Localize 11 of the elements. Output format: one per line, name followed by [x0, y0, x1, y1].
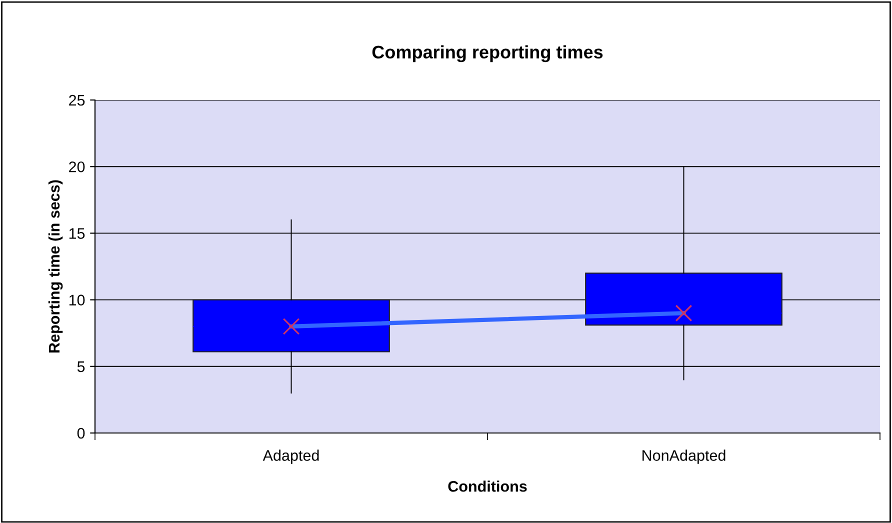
y-tick-label: 15 [69, 228, 85, 239]
y-tick-label: 25 [69, 94, 85, 106]
y-tick-label: 20 [69, 161, 85, 172]
y-tick-label: 5 [77, 361, 85, 372]
y-tick-label: 10 [69, 294, 85, 306]
x-axis-title: Conditions [448, 480, 527, 492]
chart-title: Comparing reporting times [372, 45, 603, 62]
x-tick-label: Adapted [262, 450, 319, 464]
y-tick-label: 0 [77, 428, 85, 439]
x-tick-label: NonAdapted [642, 450, 726, 464]
y-axis-title: Reporting time (in secs) [48, 180, 63, 352]
